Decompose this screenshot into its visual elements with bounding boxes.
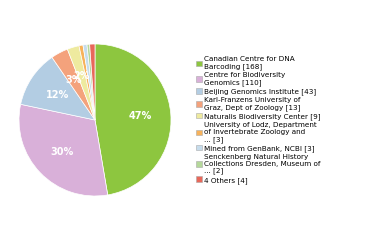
Wedge shape xyxy=(79,45,95,120)
Wedge shape xyxy=(67,46,95,120)
Wedge shape xyxy=(87,44,95,120)
Wedge shape xyxy=(19,104,108,196)
Text: 3%: 3% xyxy=(65,75,82,85)
Text: 2%: 2% xyxy=(74,71,90,81)
Text: 47%: 47% xyxy=(129,111,152,121)
Wedge shape xyxy=(90,44,95,120)
Wedge shape xyxy=(21,57,95,120)
Text: 12%: 12% xyxy=(46,90,69,100)
Wedge shape xyxy=(52,49,95,120)
Text: 30%: 30% xyxy=(51,147,74,156)
Wedge shape xyxy=(95,44,171,195)
Legend: Canadian Centre for DNA
Barcoding [168], Centre for Biodiversity
Genomics [110],: Canadian Centre for DNA Barcoding [168],… xyxy=(194,54,323,186)
Wedge shape xyxy=(83,44,95,120)
